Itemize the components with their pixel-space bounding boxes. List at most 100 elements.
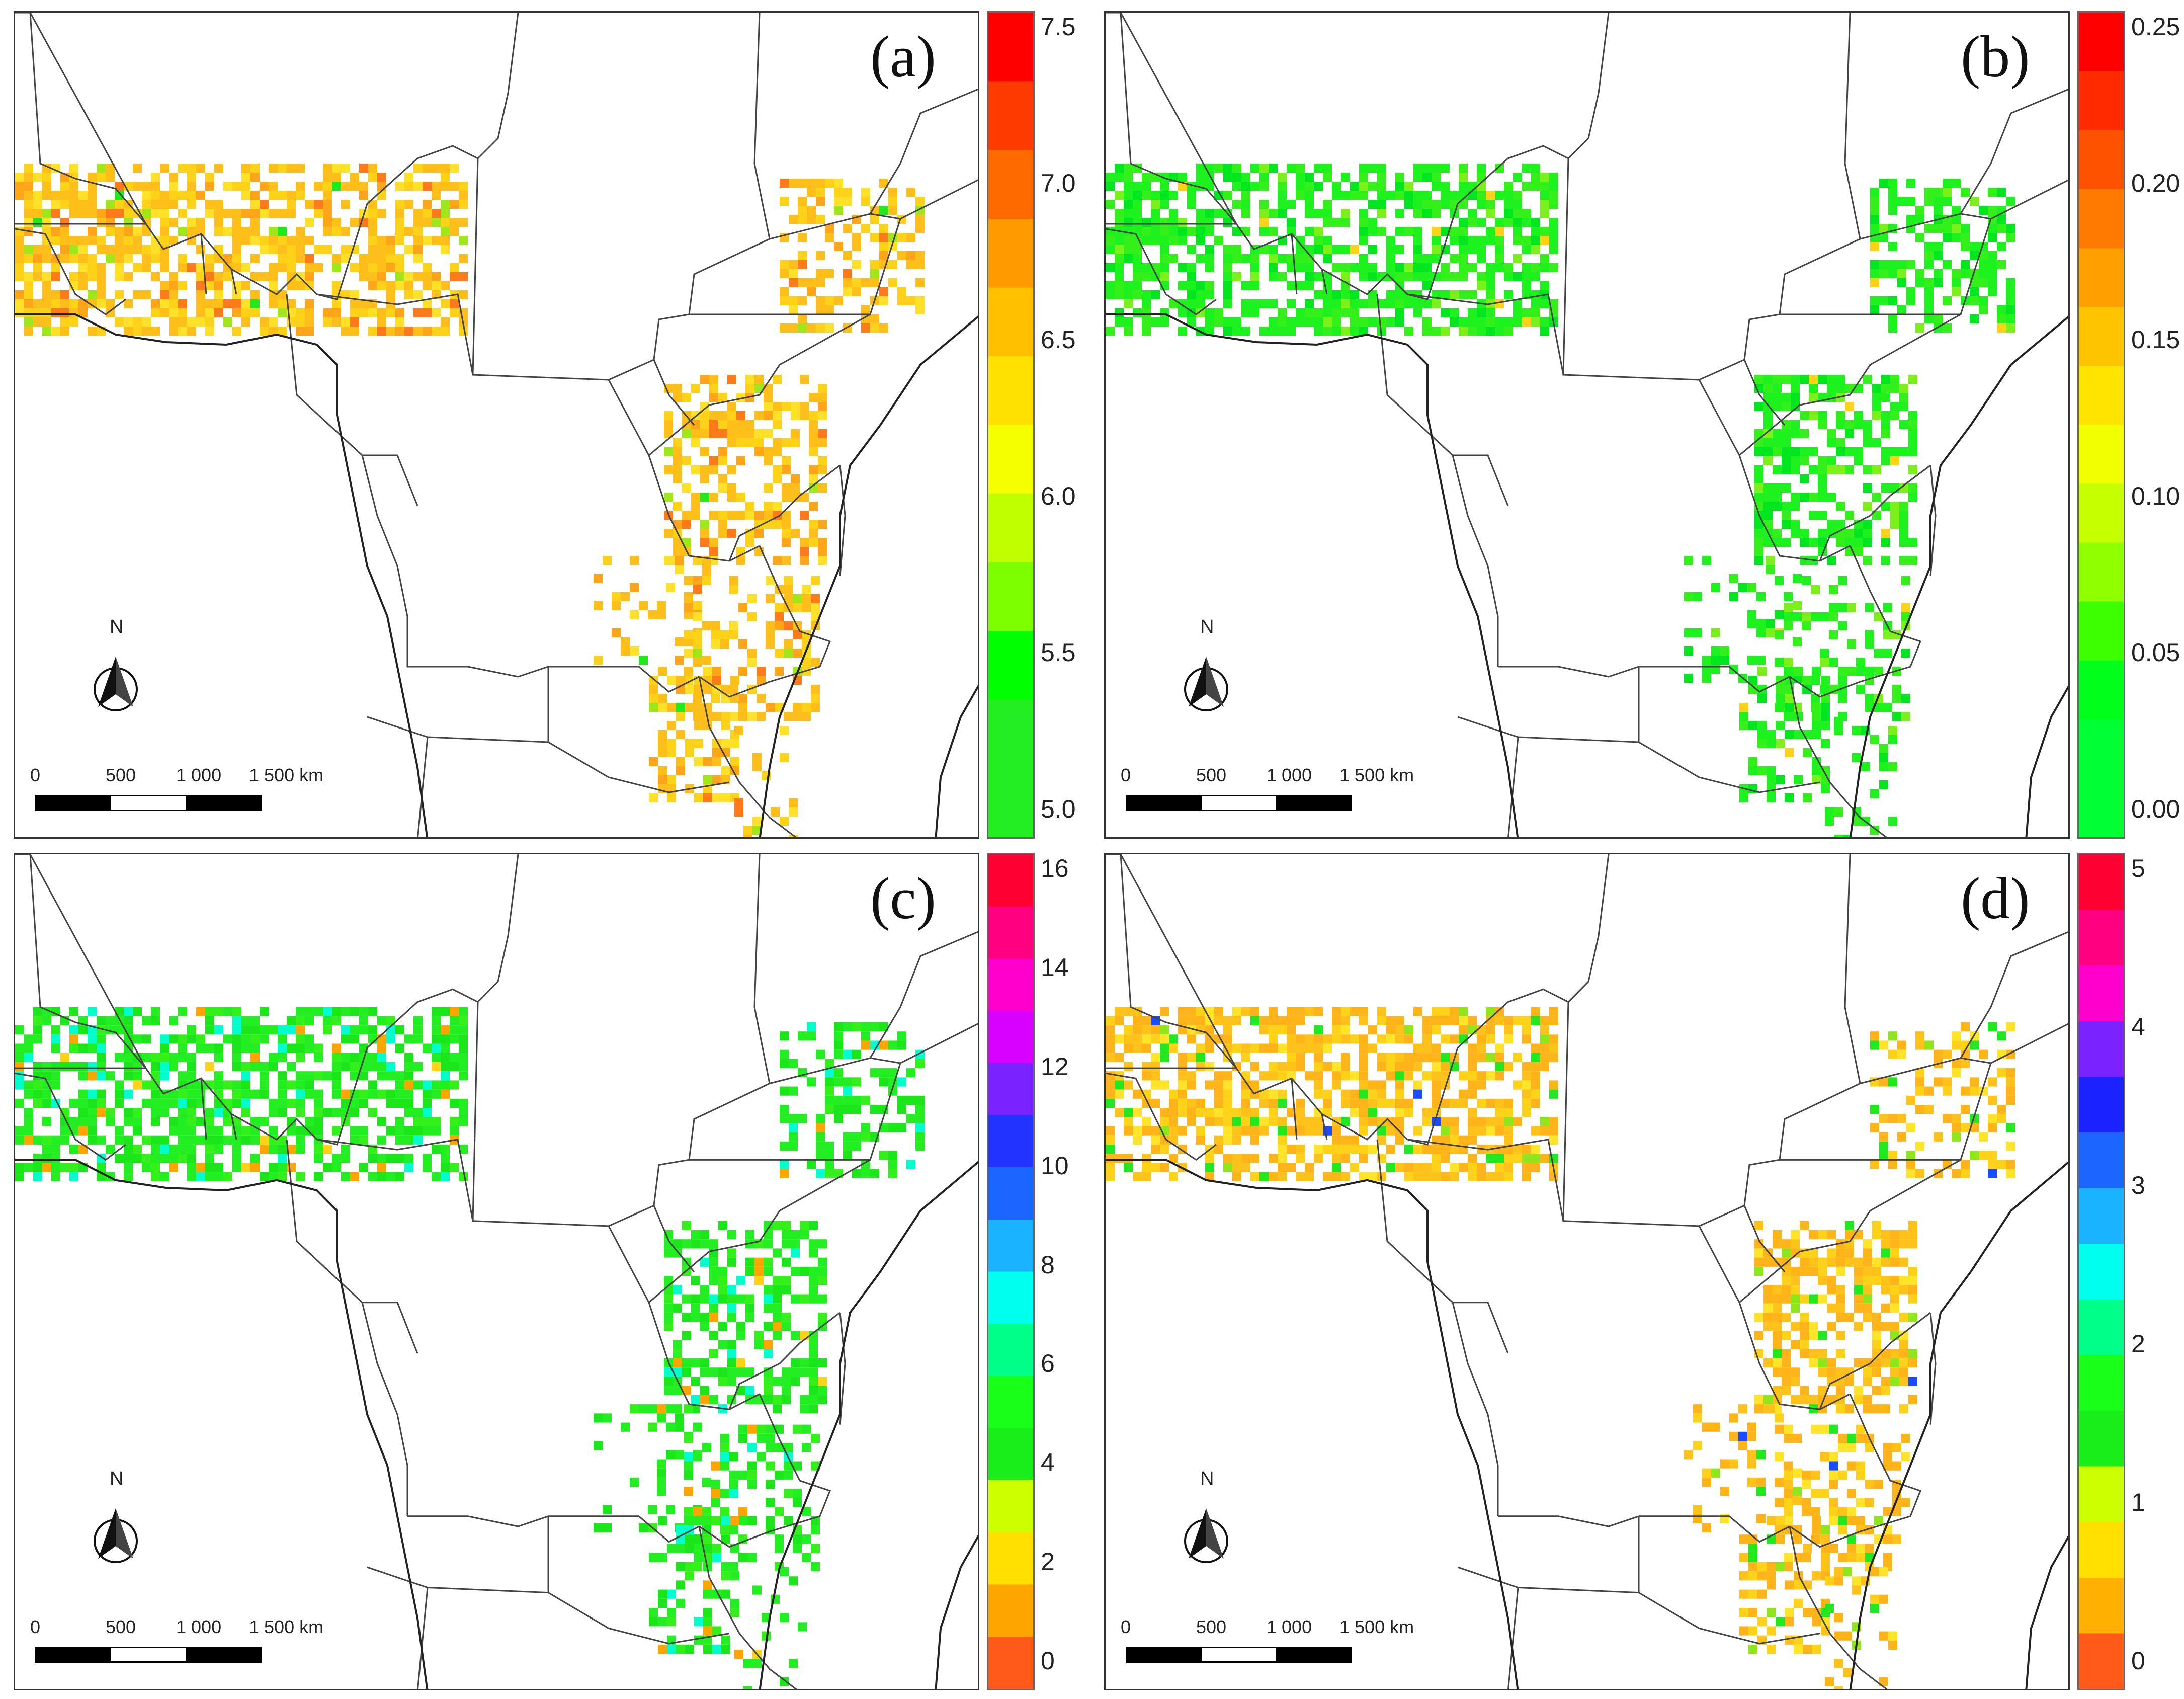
raster-cell xyxy=(693,556,702,565)
raster-cell xyxy=(423,272,432,281)
raster-cell xyxy=(1821,703,1830,712)
raster-cell xyxy=(780,1114,789,1123)
raster-cell xyxy=(1899,556,1908,565)
raster-cell xyxy=(861,1132,870,1142)
raster-cell xyxy=(1899,1349,1908,1359)
raster-cell xyxy=(432,1016,441,1026)
raster-cell xyxy=(1854,1294,1863,1304)
raster-cell xyxy=(870,215,879,224)
raster-cell xyxy=(1142,1062,1151,1072)
raster-cell xyxy=(1754,556,1763,565)
raster-cell xyxy=(1196,290,1205,299)
country-border xyxy=(1407,293,1564,375)
raster-cell xyxy=(1843,1631,1852,1641)
raster-cell xyxy=(178,263,187,272)
raster-cell xyxy=(287,254,296,263)
raster-cell xyxy=(241,227,250,236)
map-frame: (d) N 0 500 1 000 1 500 km xyxy=(1104,853,2070,1690)
raster-cell xyxy=(1852,1585,1861,1595)
raster-cell xyxy=(386,1172,395,1181)
panel-c: (c) N 0 500 1 000 1 500 km 16 14 12 10 8 6 4 2 0 xyxy=(14,853,1070,1690)
raster-cell xyxy=(1793,637,1802,646)
raster-cell xyxy=(187,1108,196,1117)
raster-cell xyxy=(757,694,766,703)
raster-cell xyxy=(441,1172,450,1181)
raster-cell xyxy=(1522,1089,1531,1099)
raster-cell xyxy=(1278,1117,1287,1126)
raster-cell xyxy=(413,245,423,254)
raster-cell xyxy=(1459,272,1468,281)
raster-cell xyxy=(1766,1404,1775,1414)
raster-cell xyxy=(800,402,809,411)
raster-cell xyxy=(1160,272,1169,281)
raster-cell xyxy=(24,327,33,336)
raster-cell xyxy=(1818,511,1827,520)
raster-cell xyxy=(1784,592,1793,601)
raster-cell xyxy=(879,206,888,215)
raster-cell xyxy=(793,1544,802,1553)
raster-cell xyxy=(196,308,205,317)
raster-cell xyxy=(1838,1433,1847,1443)
raster-cell xyxy=(1834,1686,1843,1689)
raster-cell xyxy=(1738,1431,1747,1441)
raster-cell xyxy=(187,1062,196,1072)
raster-cell xyxy=(1879,1114,1888,1123)
raster-cell xyxy=(834,1077,843,1087)
raster-cell xyxy=(1988,1095,1997,1105)
raster-cell xyxy=(1997,1031,2006,1041)
raster-cell xyxy=(124,1108,133,1117)
raster-cell xyxy=(1802,1553,1811,1562)
raster-cell xyxy=(1979,269,1988,278)
raster-cell xyxy=(1115,254,1124,263)
raster-cell xyxy=(664,1404,673,1414)
raster-cell xyxy=(764,402,773,411)
raster-cell xyxy=(1818,1358,1827,1368)
raster-cell xyxy=(1961,1104,1970,1114)
scale-label: 0 xyxy=(30,765,41,785)
raster-cell xyxy=(1359,254,1368,263)
raster-cell xyxy=(1223,173,1232,182)
raster-cell xyxy=(1720,646,1729,656)
raster-cell xyxy=(423,281,432,290)
raster-cell xyxy=(1829,1479,1838,1489)
country-border xyxy=(1507,1587,1519,1689)
raster-cell xyxy=(341,1053,350,1062)
raster-cell xyxy=(1827,438,1836,447)
raster-cell xyxy=(1241,191,1250,200)
raster-cell xyxy=(1522,1071,1531,1081)
raster-cell xyxy=(780,260,789,269)
raster-cell xyxy=(782,1230,791,1240)
raster-cell xyxy=(423,1126,432,1136)
raster-cell xyxy=(1943,323,1952,333)
raster-cell xyxy=(1124,1043,1133,1053)
raster-cell xyxy=(386,327,395,336)
raster-cell xyxy=(1124,245,1133,254)
raster-cell xyxy=(1196,1053,1205,1062)
raster-cell xyxy=(915,1104,925,1114)
raster-cell xyxy=(766,639,775,649)
raster-cell xyxy=(1870,278,1879,287)
raster-cell xyxy=(915,305,925,314)
raster-cell xyxy=(1988,1160,1997,1169)
raster-cell xyxy=(106,218,115,227)
country-border xyxy=(1567,13,1610,159)
raster-cell xyxy=(782,520,791,529)
raster-cell xyxy=(1754,384,1763,393)
raster-cell xyxy=(1314,209,1323,218)
raster-cell xyxy=(1531,227,1540,236)
raster-cell xyxy=(1782,502,1791,511)
raster-cell xyxy=(1477,191,1486,200)
raster-cell xyxy=(1952,206,1961,215)
raster-cell xyxy=(1881,411,1890,420)
raster-cell xyxy=(187,1135,196,1145)
raster-cell xyxy=(736,1358,745,1368)
raster-cell xyxy=(1450,1144,1459,1154)
raster-cell xyxy=(1305,191,1314,200)
raster-cell xyxy=(734,807,743,817)
map-canvas xyxy=(15,854,978,1689)
raster-cell xyxy=(160,209,169,218)
raster-cell xyxy=(1711,1422,1720,1432)
raster-cell xyxy=(368,1053,377,1062)
raster-cell xyxy=(1323,327,1332,336)
raster-cell xyxy=(1196,1062,1205,1072)
